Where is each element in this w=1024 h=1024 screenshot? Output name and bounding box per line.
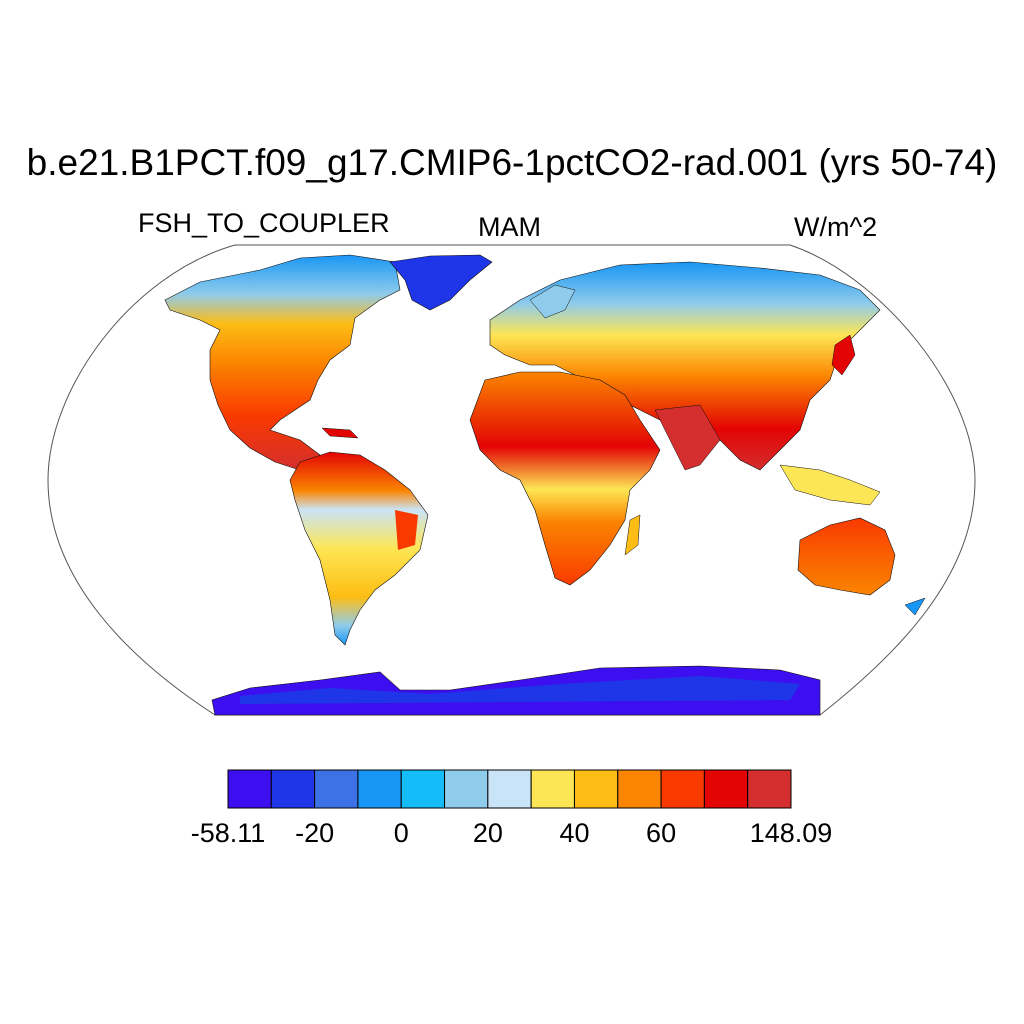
colorbar-swatch [573,769,619,809]
colorbar-swatch [270,769,316,809]
colorbar-swatch [444,769,489,809]
colorbar-tick-label: -58.11 [191,818,266,848]
maritime-asia [779,464,881,506]
brazil-hotspot [395,510,418,550]
colorbar-tick-label: 20 [473,818,503,848]
colorbar-swatch [357,769,402,809]
variable-label: FSH_TO_COUPLER [138,208,390,238]
colorbar-swatch [487,769,532,809]
colorbar-swatch [660,769,705,809]
colorbar-swatch [400,769,446,809]
caribbean [321,427,359,439]
units-label: W/m^2 [794,212,878,242]
japan [831,334,856,376]
colorbar-tick-label: 60 [646,818,676,848]
colorbar-tick-label: -20 [295,818,334,848]
antarctica-coast [240,676,800,704]
africa [469,371,661,586]
colorbar-swatch [530,769,575,809]
colorbar-tick-label: 0 [394,818,409,848]
new-zealand [904,597,926,616]
madagascar [624,514,641,556]
greenland [389,254,493,311]
colorbar-swatch [227,769,272,809]
australia [797,517,896,596]
colorbar-swatch [617,769,662,809]
colorbar-swatch [747,769,792,809]
map-title: b.e21.B1PCT.f09_g17.CMIP6-1pctCO2-rad.00… [26,142,998,183]
eurasia [489,261,881,471]
india [654,404,721,471]
colorbar-swatch [314,769,359,809]
scandinavia [529,284,576,319]
colorbar-swatch [703,769,749,809]
south-america [289,451,429,646]
north-america [164,254,401,471]
colorbar-tick-label: 40 [559,818,589,848]
season-label: MAM [478,212,541,242]
colorbar-tick-label: 148.09 [750,818,833,848]
